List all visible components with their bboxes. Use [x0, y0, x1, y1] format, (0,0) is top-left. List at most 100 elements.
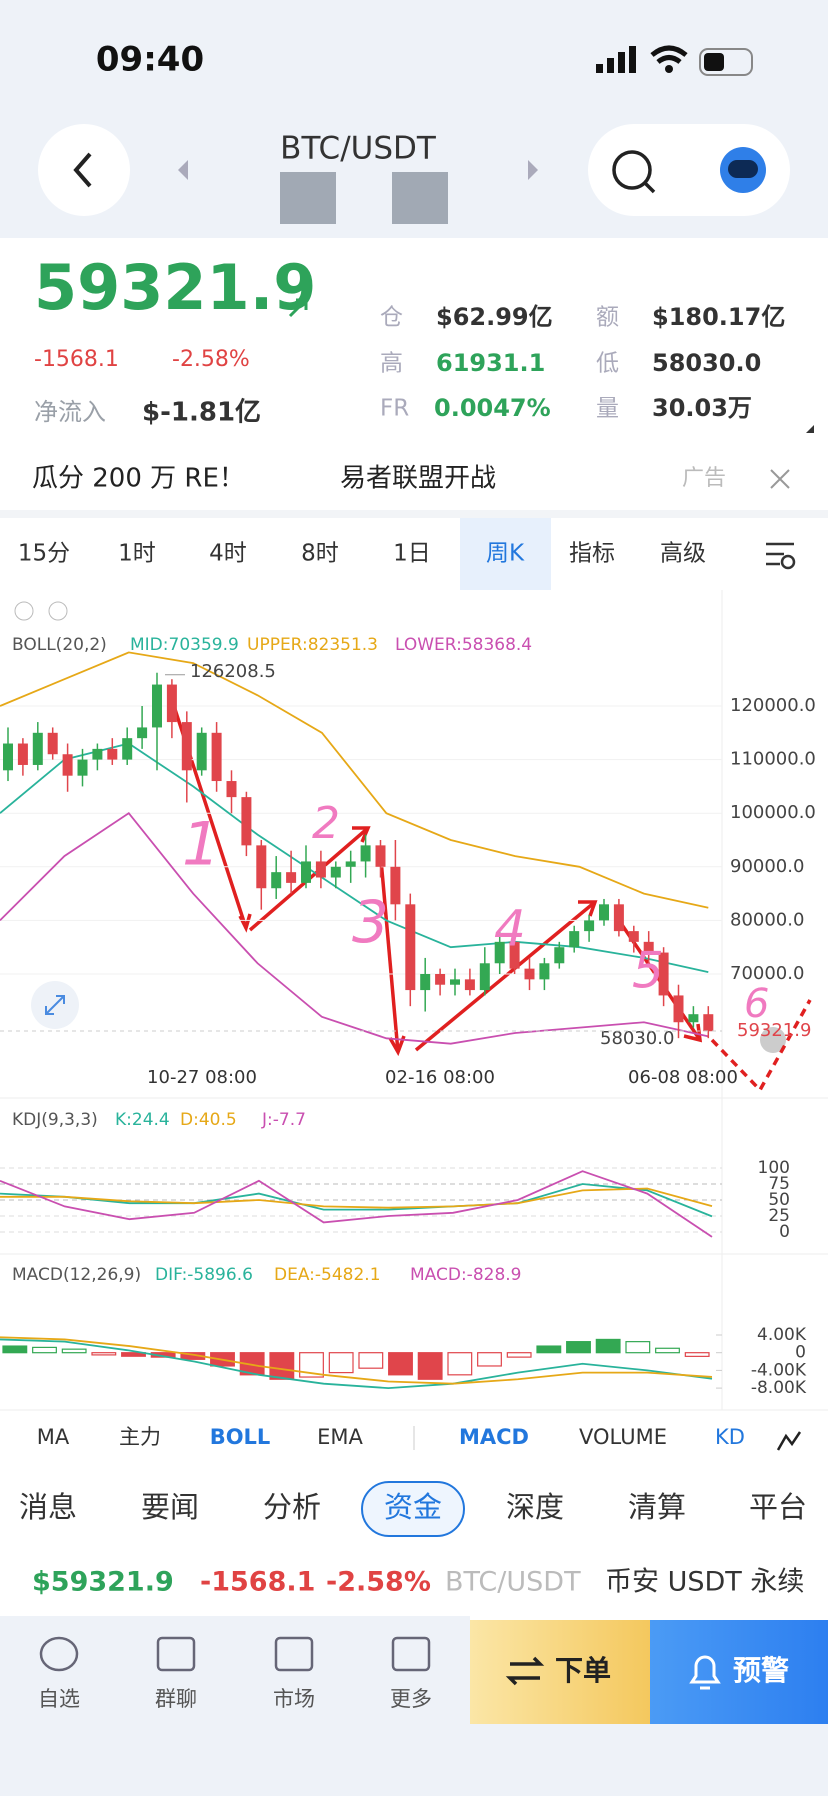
- nav-label[interactable]: 市场: [273, 1687, 315, 1711]
- candles: [0, 651, 714, 1045]
- candle-body: [77, 759, 88, 776]
- macd-label: DIF:-5896.6: [155, 1265, 253, 1285]
- banner-text: 易者联盟开战: [340, 464, 496, 494]
- macd-label: DEA:-5482.1: [274, 1265, 381, 1285]
- nav-label[interactable]: 自选: [38, 1687, 80, 1711]
- y-tick-label: 80000.0: [730, 909, 804, 930]
- candle-body: [345, 861, 356, 867]
- order-label: 下单: [555, 1654, 611, 1687]
- back-button[interactable]: [38, 124, 130, 216]
- nav-label[interactable]: 更多: [390, 1687, 432, 1711]
- macd-tick-label: 0: [795, 1343, 806, 1363]
- candle-body: [554, 947, 565, 964]
- boll-label: UPPER:82351.3: [247, 635, 378, 655]
- annotation: 1: [182, 810, 220, 880]
- news-tab[interactable]: 清算: [628, 1490, 686, 1524]
- candle-body: [405, 904, 416, 991]
- alert-button[interactable]: [650, 1620, 828, 1724]
- candle-body: [509, 941, 520, 969]
- interval-tab[interactable]: 15分: [18, 541, 70, 567]
- annotation: 4: [494, 900, 526, 958]
- boll-label: MID:70359.9: [130, 635, 239, 655]
- candle-body: [643, 941, 654, 953]
- bell-icon: [689, 1655, 721, 1690]
- candle-body: [420, 974, 431, 991]
- search-icon[interactable]: [612, 150, 652, 190]
- candle-body: [315, 861, 326, 878]
- next-arrow[interactable]: [528, 160, 538, 180]
- blur-box: [280, 172, 336, 224]
- boll-label: LOWER:58368.4: [395, 635, 532, 655]
- news-tab[interactable]: 分析: [263, 1490, 321, 1524]
- candle-body: [450, 979, 460, 985]
- price-change: -1568.1: [34, 347, 119, 372]
- banner[interactable]: [0, 448, 828, 510]
- news-tab[interactable]: 要闻: [141, 1490, 199, 1524]
- active-news-tab: [361, 1481, 465, 1537]
- nav-bottom: [0, 1724, 828, 1796]
- stat-label: 高: [380, 351, 403, 377]
- interval-tab[interactable]: 1时: [118, 541, 156, 567]
- macd-dif: [0, 1338, 713, 1390]
- interval-tab[interactable]: 指标: [569, 541, 615, 567]
- last-price: 59321.9: [34, 251, 316, 324]
- macd-bar: [417, 1352, 443, 1380]
- nav-label[interactable]: 群聊: [155, 1687, 197, 1711]
- indicator-tab[interactable]: EMA: [317, 1425, 363, 1449]
- indicator-tab[interactable]: MA: [37, 1425, 70, 1449]
- indicator-tab[interactable]: 主力: [119, 1425, 161, 1449]
- ad-label: 广告: [682, 466, 726, 491]
- macd-bar: [121, 1352, 146, 1357]
- active-tab-bg: [460, 518, 551, 590]
- candle-body: [107, 748, 118, 760]
- interval-tab[interactable]: 高级: [660, 541, 706, 567]
- indicator-tab[interactable]: VOLUME: [579, 1425, 667, 1449]
- close-banner[interactable]: [770, 469, 790, 489]
- macd-bar: [536, 1345, 562, 1354]
- indicator-tab[interactable]: BOLL: [210, 1425, 271, 1449]
- bot-face: [728, 160, 758, 178]
- indicator-tab[interactable]: KD: [715, 1425, 745, 1449]
- kdj-J: [0, 1170, 713, 1238]
- macd-tick-label: -4.00K: [751, 1360, 807, 1380]
- news-tab[interactable]: 平台: [749, 1490, 807, 1524]
- stat-label: 额: [596, 305, 619, 331]
- interval-tab[interactable]: 8时: [301, 541, 339, 567]
- interval-tab[interactable]: 周K: [486, 541, 525, 567]
- macd-bar: [61, 1348, 87, 1354]
- annotation: 2: [312, 798, 340, 849]
- chart-tool[interactable]: [14, 601, 34, 621]
- candle-body: [464, 979, 475, 991]
- settings-icon[interactable]: [766, 542, 796, 570]
- macd-bar: [684, 1352, 710, 1357]
- interval-tab[interactable]: 1日: [393, 541, 431, 567]
- y-tick-label: 110000.0: [730, 749, 816, 770]
- candle-body: [613, 904, 624, 932]
- scroll-latest[interactable]: [760, 1027, 786, 1053]
- expand-corner[interactable]: [806, 425, 814, 433]
- macd-tick-label: -8.00K: [751, 1378, 807, 1398]
- prev-arrow[interactable]: [178, 160, 188, 180]
- candle-body: [301, 861, 311, 883]
- news-tab[interactable]: 资金: [384, 1490, 442, 1524]
- news-tab[interactable]: 消息: [19, 1490, 77, 1524]
- macd-dea: [0, 1336, 713, 1385]
- interval-tab[interactable]: 4时: [209, 541, 247, 567]
- news-tab[interactable]: 深度: [506, 1490, 564, 1524]
- kdj-tick-label: 75: [768, 1174, 790, 1194]
- candle-body: [62, 754, 73, 776]
- macd-bar: [269, 1352, 295, 1380]
- alert-label: 预警: [733, 1654, 789, 1687]
- chart-tool[interactable]: [48, 601, 68, 621]
- max-label: 126208.5: [190, 661, 276, 682]
- macd-bar: [299, 1352, 324, 1378]
- candle-body: [196, 732, 207, 771]
- candle-body: [569, 931, 580, 948]
- order-button[interactable]: [470, 1620, 650, 1724]
- indicator-tab[interactable]: MACD: [459, 1425, 529, 1449]
- ticker-market: 币安 USDT 永续: [605, 1567, 804, 1598]
- ticker-price: $59321.9: [32, 1567, 174, 1598]
- draw-icon[interactable]: [776, 1431, 802, 1451]
- min-label: 58030.0: [600, 1028, 674, 1049]
